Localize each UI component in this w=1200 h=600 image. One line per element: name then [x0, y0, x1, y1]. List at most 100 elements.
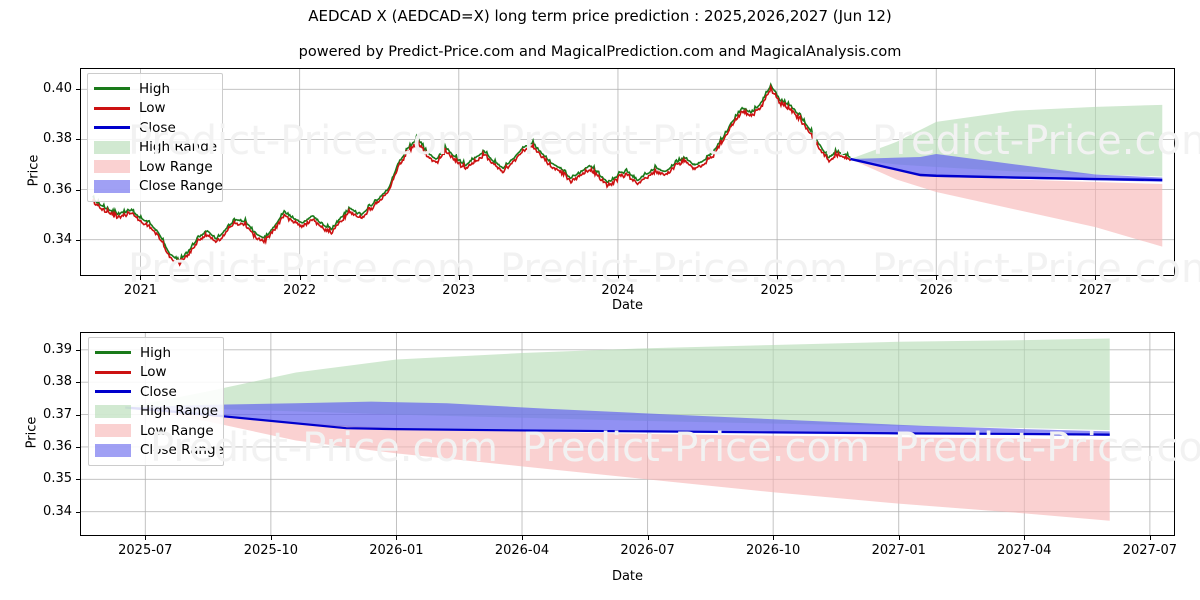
chart-top-ylabel: Price — [26, 154, 42, 187]
x-axis-tick-label: 2023 — [442, 283, 476, 298]
x-axis-tick-mark — [396, 536, 398, 540]
legend-item-low-range[interactable]: Low Range — [95, 421, 215, 441]
y-axis-tick-mark — [76, 239, 80, 241]
legend-line-swatch-icon — [94, 106, 130, 110]
legend-line-swatch-icon — [95, 390, 131, 394]
x-axis-tick-mark — [647, 536, 649, 540]
x-axis-tick-mark — [773, 536, 775, 540]
legend-item-close-range[interactable]: Close Range — [94, 177, 223, 197]
page-title: AEDCAD X (AEDCAD=X) long term price pred… — [308, 7, 892, 25]
x-axis-tick-mark — [777, 276, 779, 280]
x-axis-tick-mark — [145, 536, 147, 540]
x-axis-tick-label: 2026 — [919, 283, 953, 298]
x-axis-tick-label: 2027-04 — [997, 543, 1052, 558]
legend-item-close[interactable]: Close — [94, 118, 214, 138]
legend-item-close[interactable]: Close — [95, 382, 215, 402]
x-axis-tick-label: 2027-01 — [871, 543, 926, 558]
y-axis-tick-mark — [76, 511, 80, 513]
legend-item-label: Low Range — [140, 422, 214, 439]
y-axis-tick-mark — [76, 349, 80, 351]
legend-item-label: Close Range — [139, 178, 223, 195]
legend-line-swatch-icon — [95, 370, 131, 374]
x-axis-tick-label: 2026-04 — [494, 543, 550, 558]
legend-item-low[interactable]: Low — [95, 363, 215, 383]
y-axis-tick-label: 0.40 — [43, 81, 72, 97]
y-axis-tick-label: 0.38 — [43, 374, 72, 390]
x-axis-tick-label: 2021 — [123, 283, 158, 298]
chart-top-legend[interactable]: High Low Close High Range Low Range Close Ran… — [87, 73, 223, 202]
x-axis-tick-label: 2022 — [283, 283, 317, 298]
chart-bottom-xlabel: Date — [611, 569, 644, 584]
y-axis-tick-label: 0.39 — [43, 341, 72, 357]
x-axis-tick-mark — [270, 536, 272, 540]
x-axis-tick-mark — [1149, 536, 1151, 540]
legend-item-label: Close — [140, 383, 177, 400]
page-subtitle: powered by Predict-Price.com and Magical… — [298, 44, 902, 60]
legend-item-label: Close — [139, 119, 176, 136]
y-axis-tick-mark — [76, 446, 80, 448]
chart-bottom-legend[interactable]: High Low Close High Range Low Range Close Ran… — [88, 337, 224, 466]
legend-item-high[interactable]: High — [94, 79, 214, 99]
y-axis-tick-label: 0.34 — [43, 503, 72, 519]
chart-bottom-forecast-zoom — [80, 332, 1175, 536]
legend-patch-swatch-icon — [94, 140, 130, 154]
y-axis-tick-mark — [76, 139, 80, 141]
legend-item-high-range[interactable]: High Range — [94, 138, 218, 158]
legend-item-label: Low — [140, 364, 167, 381]
legend-item-label: Low Range — [139, 158, 213, 175]
y-axis-tick-mark — [76, 479, 80, 481]
x-axis-tick-label: 2026-10 — [745, 543, 801, 558]
x-axis-tick-mark — [140, 276, 142, 280]
y-axis-tick-label: 0.37 — [43, 406, 72, 422]
legend-item-high[interactable]: High — [95, 343, 215, 363]
chart-top-canvas — [80, 68, 1175, 276]
x-axis-tick-mark — [299, 276, 301, 280]
y-axis-tick-mark — [76, 414, 80, 416]
legend-item-label: Close Range — [140, 442, 224, 459]
chart-bottom-canvas — [80, 332, 1175, 536]
y-axis-tick-label: 0.36 — [43, 438, 72, 454]
x-axis-tick-label: 2026-07 — [620, 543, 675, 558]
chart-top-xlabel: Date — [611, 298, 644, 313]
legend-item-close-range[interactable]: Close Range — [95, 441, 224, 461]
x-axis-tick-mark — [1095, 276, 1097, 280]
x-axis-tick-label: 2025-10 — [243, 543, 299, 558]
x-axis-tick-label: 2027 — [1078, 283, 1112, 298]
x-axis-tick-label: 2024 — [601, 283, 635, 298]
legend-line-swatch-icon — [94, 87, 130, 91]
legend-item-low-range[interactable]: Low Range — [94, 157, 214, 177]
chart-bottom-ylabel: Price — [24, 416, 40, 449]
x-axis-tick-mark — [617, 276, 619, 280]
legend-patch-swatch-icon — [94, 179, 130, 193]
x-axis-tick-mark — [458, 276, 460, 280]
legend-patch-swatch-icon — [94, 160, 130, 174]
legend-line-swatch-icon — [94, 126, 130, 130]
legend-item-high-range[interactable]: High Range — [95, 402, 219, 422]
x-axis-tick-label: 2025 — [760, 283, 794, 298]
x-axis-tick-mark — [1024, 536, 1026, 540]
legend-patch-swatch-icon — [95, 424, 131, 438]
y-axis-tick-label: 0.35 — [43, 471, 72, 487]
legend-item-label: Low — [139, 100, 166, 117]
y-axis-tick-mark — [76, 189, 80, 191]
y-axis-tick-label: 0.34 — [43, 231, 72, 247]
x-axis-tick-mark — [936, 276, 938, 280]
legend-item-label: High Range — [140, 403, 219, 420]
chart-top-history-forecast — [80, 68, 1175, 276]
y-axis-tick-mark — [76, 382, 80, 384]
y-axis-tick-mark — [76, 89, 80, 91]
y-axis-tick-label: 0.38 — [43, 131, 72, 147]
legend-patch-swatch-icon — [95, 404, 131, 418]
x-axis-tick-label: 2027-07 — [1122, 543, 1178, 558]
x-axis-tick-mark — [898, 536, 900, 540]
x-axis-tick-label: 2026-01 — [369, 543, 424, 558]
legend-item-label: High — [139, 80, 171, 97]
legend-item-label: High — [140, 344, 172, 361]
x-axis-tick-label: 2025-07 — [118, 543, 173, 558]
legend-item-low[interactable]: Low — [94, 99, 214, 119]
y-axis-tick-label: 0.36 — [43, 181, 72, 197]
x-axis-tick-mark — [522, 536, 524, 540]
legend-patch-swatch-icon — [95, 443, 131, 457]
legend-item-label: High Range — [139, 139, 218, 156]
